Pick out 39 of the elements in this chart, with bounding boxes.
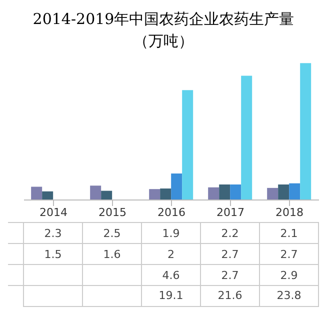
x-tick-label: 2016 (158, 206, 186, 219)
bar (31, 186, 42, 200)
data-label: 2 (142, 244, 200, 264)
data-label: 21.6 (200, 286, 260, 306)
data-label: 2.3 (24, 222, 82, 244)
bar (278, 184, 290, 200)
x-tick-label: 2017 (216, 206, 244, 219)
data-label: 23.8 (260, 286, 318, 306)
bar (90, 186, 102, 200)
data-label: 2.1 (260, 222, 318, 244)
bar (267, 188, 278, 200)
bar (208, 187, 220, 200)
x-tick-label: 2018 (276, 206, 304, 219)
x-tick-label: 2015 (98, 206, 126, 219)
bar (171, 174, 182, 200)
bar (182, 90, 194, 200)
bar (42, 191, 54, 200)
data-label: 2.7 (260, 244, 318, 264)
data-label: 2.7 (200, 244, 260, 264)
data-label: 1.6 (82, 244, 142, 264)
data-label: 1.5 (24, 244, 82, 264)
bar (149, 189, 160, 200)
chart-subtitle: （万吨） (132, 31, 194, 52)
bar (289, 183, 300, 200)
bar (160, 188, 172, 200)
bar (219, 184, 230, 200)
bar (230, 184, 242, 200)
bar (101, 190, 112, 200)
x-tick-label: 2014 (40, 206, 68, 219)
data-label: 4.6 (142, 264, 200, 286)
data-label: 1.9 (142, 222, 200, 244)
data-label: 2.2 (200, 222, 260, 244)
data-label: 2.7 (200, 264, 260, 286)
bar (241, 76, 252, 200)
data-label: 2.5 (82, 222, 142, 244)
data-label: 2.9 (260, 264, 318, 286)
chart-title: 2014-2019年中国农药企业农药生产量 (32, 9, 296, 30)
bar (300, 63, 312, 200)
data-label: 19.1 (142, 286, 200, 306)
